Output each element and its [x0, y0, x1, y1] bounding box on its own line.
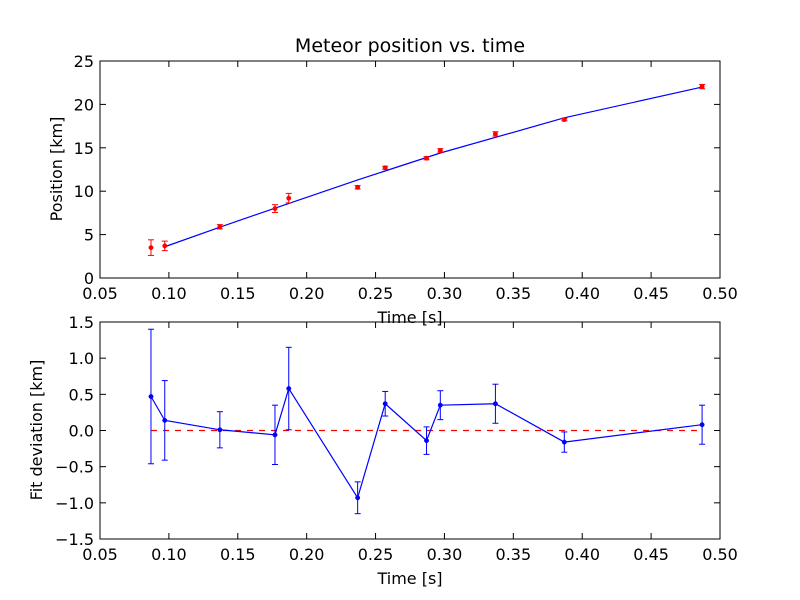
position-data-point: [162, 243, 168, 249]
deviation-xtick-label: 0.05: [82, 545, 118, 564]
position-chart-xlabel: Time [s]: [376, 308, 442, 327]
deviation-data-point: [382, 401, 388, 407]
deviation-ytick-label: −0.5: [55, 458, 94, 477]
deviation-xtick-label: 0.10: [151, 545, 187, 564]
deviation-data-point: [148, 394, 154, 399]
position-xtick-label: 0.40: [564, 284, 600, 303]
deviation-xtick-label: 0.35: [496, 545, 532, 564]
deviation-series-line: [150, 387, 703, 500]
deviation-data-point: [162, 417, 168, 423]
position-ytick-label: 10: [74, 182, 94, 201]
position-ytick-label: 0: [84, 269, 94, 288]
position-ytick-label: 15: [74, 139, 94, 158]
position-xtick-label: 0.10: [151, 284, 187, 303]
deviation-data-point: [286, 386, 292, 391]
position-xtick-label: 0.25: [358, 284, 394, 303]
deviation-ytick-label: 0.0: [69, 422, 94, 441]
deviation-data-point: [424, 438, 429, 444]
position-data-point: [492, 131, 498, 137]
position-xtick-label: 0.15: [220, 284, 256, 303]
position-data-point: [355, 184, 361, 190]
position-chart-frame: [99, 60, 721, 279]
deviation-chart-ticks: 0.05 0.10 0.15 0.20 0.25 0.30 0.35 0.40 0.45 0.50…: [55, 313, 738, 564]
position-xtick-label: 0.30: [427, 284, 463, 303]
deviation-chart: 0.05 0.10 0.15 0.20 0.25 0.30 0.35 0.40 0.45 0.50…: [27, 313, 738, 588]
deviation-ytick-label: 0.5: [69, 385, 94, 404]
deviation-xtick-label: 0.45: [633, 545, 669, 564]
deviation-chart-marks: [147, 328, 706, 515]
deviation-data-point: [437, 402, 443, 408]
deviation-chart-xlabel: Time [s]: [376, 569, 442, 588]
position-data-point: [272, 206, 278, 212]
position-xtick-label: 0.35: [496, 284, 532, 303]
position-chart: Meteor position vs. time 0.05 0.10 0.15 0.2…: [47, 35, 738, 327]
deviation-data-point: [272, 432, 278, 438]
deviation-data-point: [699, 422, 705, 428]
deviation-chart-ylabel: Fit deviation [km]: [27, 360, 46, 501]
deviation-xtick-label: 0.50: [702, 545, 738, 564]
position-chart-title: Meteor position vs. time: [295, 35, 525, 57]
deviation-ytick-label: 1.5: [69, 313, 94, 332]
deviation-xtick-label: 0.15: [220, 545, 256, 564]
position-chart-ticks: 0.05 0.10 0.15 0.20 0.25 0.30 0.35 0.40 0.45 0.50…: [74, 52, 738, 303]
deviation-ytick-label: −1.0: [55, 494, 94, 513]
position-ytick-label: 20: [74, 95, 94, 114]
position-ytick-label: 25: [74, 52, 94, 71]
position-data-point: [286, 195, 292, 201]
position-xtick-label: 0.05: [82, 284, 118, 303]
position-xtick-label: 0.50: [702, 284, 738, 303]
deviation-xtick-label: 0.40: [564, 545, 600, 564]
position-data-point: [561, 117, 567, 123]
deviation-data-point: [561, 439, 567, 445]
position-xtick-label: 0.20: [289, 284, 325, 303]
position-ytick-label: 5: [84, 226, 94, 245]
position-data-point: [699, 84, 705, 90]
position-data-point: [148, 245, 154, 251]
position-data-point: [424, 155, 429, 161]
deviation-xtick-label: 0.20: [289, 545, 325, 564]
position-chart-ylabel: Position [km]: [47, 117, 66, 222]
position-chart-marks: [147, 83, 706, 256]
deviation-ytick-label: −1.5: [55, 530, 94, 549]
position-data-point: [437, 147, 443, 153]
deviation-data-point: [217, 427, 223, 433]
position-data-point: [217, 224, 223, 230]
deviation-ytick-label: 1.0: [69, 349, 94, 368]
deviation-data-point: [355, 495, 361, 501]
deviation-data-point: [492, 401, 498, 407]
position-data-point: [382, 165, 388, 171]
position-xtick-label: 0.45: [633, 284, 669, 303]
deviation-xtick-label: 0.25: [358, 545, 394, 564]
deviation-xtick-label: 0.30: [427, 545, 463, 564]
deviation-chart-frame: [99, 321, 721, 540]
